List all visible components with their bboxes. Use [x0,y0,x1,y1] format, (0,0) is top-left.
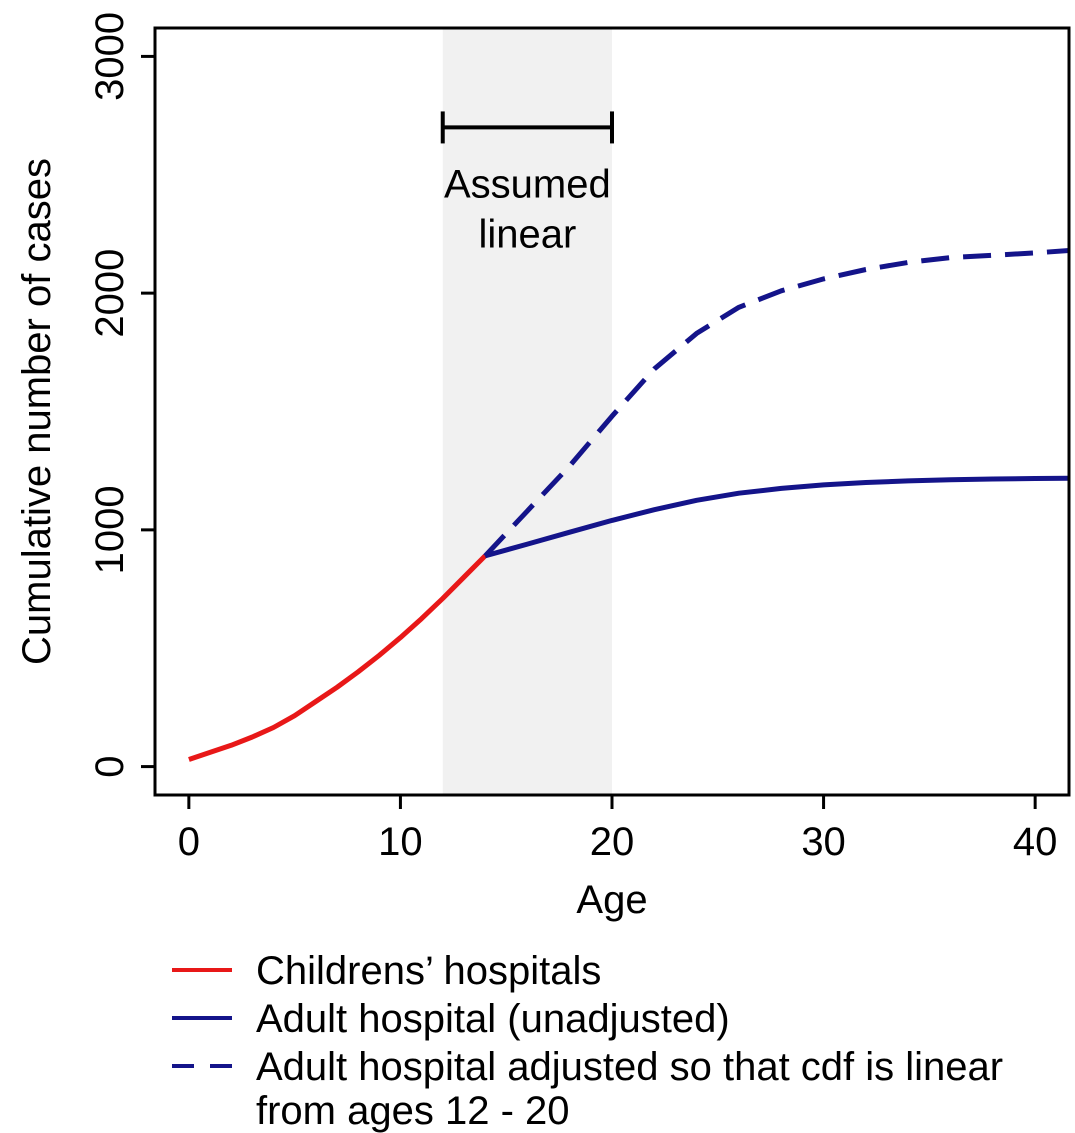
legend-label: from ages 12 - 20 [256,1089,570,1133]
annotation-text: linear [478,212,576,256]
x-tick-label: 0 [178,820,200,864]
annotation-text: Assumed [444,162,611,206]
series-line-2 [483,248,1069,558]
y-tick-label: 3000 [88,12,132,101]
legend-label: Adult hospital adjusted so that cdf is l… [256,1045,1003,1089]
annotation: Assumed linear [440,111,614,256]
y-tick-label: 0 [88,755,132,777]
y-tick-label: 2000 [88,249,132,338]
plot-area [188,28,1069,795]
legend-item-1: Adult hospital (unadjusted) [172,997,730,1041]
x-tick-label: 30 [801,820,846,864]
x-tick-label: 40 [1013,820,1058,864]
y-axis-title: Cumulative number of cases [15,158,59,665]
x-axis-title: Age [576,878,647,922]
legend-item-0: Childrens’ hospitals [172,949,601,993]
legend-label: Adult hospital (unadjusted) [256,997,730,1041]
series-line-1 [484,475,1069,559]
x-tick-label: 10 [378,820,423,864]
legend-label: Childrens’ hospitals [256,949,601,993]
y-tick-label: 1000 [88,485,132,574]
series-line-0 [188,554,487,762]
annotation-bracket [440,111,614,144]
shaded-region [442,28,612,795]
axes: 0 10 20 30 40 0 1000 2000 3000 Age Cumulative numb… [15,12,1071,922]
legend-item-2: Adult hospital adjusted so that cdf is l… [172,1045,1003,1133]
x-tick-label: 20 [590,820,635,864]
